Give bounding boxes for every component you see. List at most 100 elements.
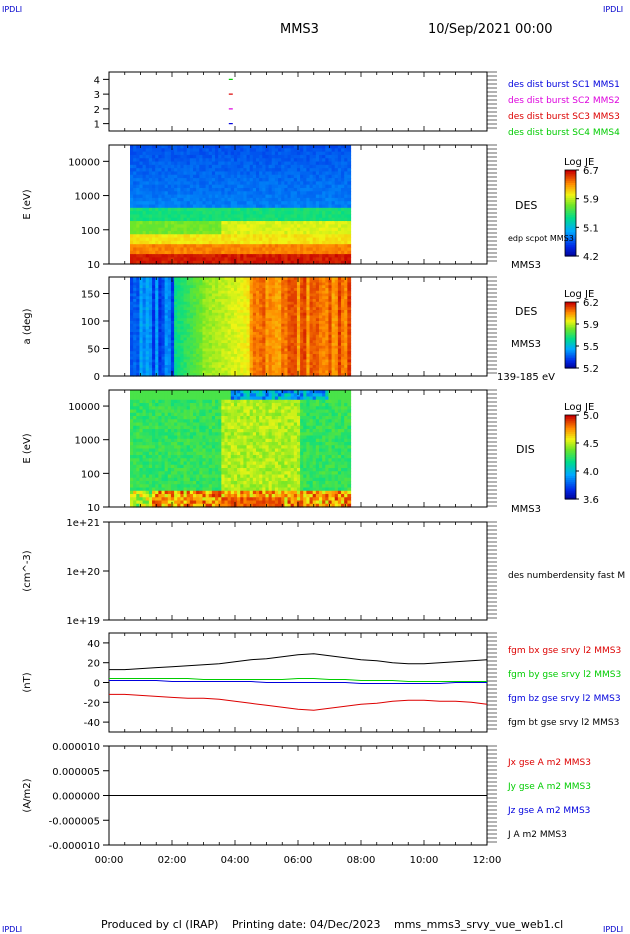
panel-burst-ytick-label: 3 <box>94 90 100 101</box>
fgm-series-bz <box>109 680 487 684</box>
panel-des_energy-colorbar-label: 5.1 <box>583 223 599 234</box>
panel-des_energy-colorbar-label: 4.2 <box>583 252 599 263</box>
panel-des_pitch-ylabel: a (deg) <box>22 308 33 344</box>
panel-des_energy-ytick-label: 10000 <box>68 157 100 168</box>
panel-dis_energy-colorbar-label: 5.0 <box>583 411 599 422</box>
panel-density-ylabel: (cm^-3) <box>22 550 33 591</box>
panel-fgm-ytick-label: 40 <box>87 639 100 650</box>
footer-printing-date: Printing date: 04/Dec/2023 <box>231 918 381 931</box>
des-energy-right-label-des: DES <box>515 199 537 212</box>
panel-des_energy-colorbar <box>564 169 577 257</box>
panel-des_energy-ytick-label: 10 <box>87 260 100 271</box>
panel-fgm-ytick-label: 20 <box>87 659 100 670</box>
panel-dis_energy-ytick-label: 1000 <box>75 436 100 447</box>
panel-density-ytick-label: 1e+21 <box>66 518 100 529</box>
fgm-legend-by: fgm by gse srvy l2 MMS3 <box>508 670 621 680</box>
footer: Produced by cl (IRAP) Printing date: 04/… <box>101 918 573 931</box>
corner-label-bottom-left: IPDLI <box>2 925 23 934</box>
panel-des_energy-colorbar-label: 6.7 <box>583 166 599 177</box>
current-legend-jy: Jy gse A m2 MMS3 <box>507 782 591 792</box>
fgm-legend-bt: fgm bt gse srvy l2 MMS3 <box>508 718 619 728</box>
panel-des_pitch-colorbar-label: 6.2 <box>583 298 599 309</box>
x-axis-tick-label: 04:00 <box>221 855 250 866</box>
panel-dis_energy-ytick-label: 100 <box>81 469 100 480</box>
panel-current-ytick-label: -0.000005 <box>49 816 100 827</box>
x-axis-tick-label: 06:00 <box>284 855 313 866</box>
panel-des_pitch-spectrogram <box>130 277 352 377</box>
current-legend-jz: Jz gse A m2 MMS3 <box>507 806 590 816</box>
des-pitch-right-label-mms3: MMS3 <box>511 339 541 350</box>
x-axis-tick-label: 12:00 <box>473 855 502 866</box>
fgm-series-bx <box>109 693 488 711</box>
panel-des_pitch-minor-ticks <box>108 276 497 376</box>
corner-label-bottom-right: IPDLI <box>603 925 624 934</box>
header-datetime: 10/Sep/2021 00:00 <box>428 22 553 37</box>
panel-des_pitch-ytick-label: 100 <box>81 317 100 328</box>
panel-burst-ytick-label: 2 <box>94 105 100 116</box>
panel-des_pitch-ytick-label: 50 <box>87 345 100 356</box>
density-legend: des numberdensity fast M <box>508 571 625 581</box>
dis-energy-right-label-dis: DIS <box>516 443 535 456</box>
panel-des_pitch-ytick-label: 150 <box>81 290 100 301</box>
burst-legend-sc4: des dist burst SC4 MMS4 <box>508 128 620 138</box>
panel-des_energy-colorbar-label: 5.9 <box>583 195 599 206</box>
panel-dis_energy-colorbar <box>564 414 577 500</box>
panel-burst-ytick-label: 4 <box>94 75 100 86</box>
panel-fgm-ytick-label: 0 <box>94 679 100 690</box>
fgm-series-bt <box>109 653 488 671</box>
x-axis-tick-label: 00:00 <box>95 855 124 866</box>
fgm-series-by <box>109 678 487 682</box>
des-pitch-right-label-des: DES <box>515 305 537 318</box>
panel-dis_energy-colorbar-label: 4.0 <box>583 467 599 478</box>
footer-produced-by: Produced by cl (IRAP) <box>101 918 219 931</box>
current-legend-j: J A m2 MMS3 <box>507 830 567 840</box>
burst-legend-sc3: des dist burst SC3 MMS3 <box>508 112 620 122</box>
dis-energy-right-label-mms3: MMS3 <box>511 504 541 515</box>
panel-density-minor-ticks <box>108 521 497 620</box>
panel-current-ylabel: (A/m2) <box>22 778 33 812</box>
fgm-legend-bz: fgm bz gse srvy l2 MMS3 <box>508 694 621 704</box>
burst-legend-sc1: des dist burst SC1 MMS1 <box>508 80 620 90</box>
panel-fgm-ytick-label: -20 <box>84 698 100 709</box>
corner-label-top-right: IPDLI <box>603 5 624 14</box>
header-spacecraft: MMS3 <box>280 22 319 37</box>
panel-burst-frame <box>108 71 488 132</box>
panel-des_energy-colorbar-title: Log JE <box>564 157 594 168</box>
panel-current-ytick-label: 0.000005 <box>52 767 100 778</box>
fgm-legend-bx: fgm bx gse srvy l2 MMS3 <box>508 646 621 656</box>
panel-burst-minor-ticks <box>108 71 497 131</box>
x-axis-tick-label: 08:00 <box>347 855 376 866</box>
panel-des_pitch-colorbar-label: 5.5 <box>583 342 599 353</box>
panel-des_energy-ytick-label: 100 <box>81 226 100 237</box>
panel-current-ytick-label: 0.000000 <box>52 792 100 803</box>
panel-current-ytick-label: 0.000010 <box>52 742 100 753</box>
panel-dis_energy-ytick-label: 10 <box>87 503 100 514</box>
panel-current-minor-ticks <box>108 745 497 845</box>
panel-des_energy-minor-ticks <box>108 144 497 264</box>
panel-dis_energy-colorbar-title: Log JE <box>564 402 594 413</box>
current-legend-jx: Jx gse A m2 MMS3 <box>507 758 591 768</box>
panel-dis_energy-ylabel: E (eV) <box>22 433 33 463</box>
panel-dis_energy-spectrogram <box>130 390 352 508</box>
panel-des_pitch-colorbar-title: Log JE <box>564 289 594 300</box>
panel-des_pitch-colorbar-label: 5.9 <box>583 320 599 331</box>
panel-des_pitch-colorbar-label: 5.2 <box>583 364 599 375</box>
panel-des_energy-ytick-label: 1000 <box>75 192 100 203</box>
des-energy-right-label-scpot: edp scpot MMS3 <box>508 234 574 243</box>
corner-label-top-left: IPDLI <box>2 5 23 14</box>
panel-current-ytick-label: -0.000010 <box>49 841 100 852</box>
panel-dis_energy-minor-ticks <box>108 389 497 507</box>
panel-dis_energy-colorbar-label: 4.5 <box>583 439 599 450</box>
panel-fgm-ytick-label: -40 <box>84 718 100 729</box>
burst-legend-sc2: des dist burst SC2 MMS2 <box>508 96 620 106</box>
panel-density-ytick-label: 1e+19 <box>66 616 100 627</box>
x-axis-tick-label: 10:00 <box>410 855 439 866</box>
panel-burst-ytick-label: 1 <box>94 120 100 131</box>
panel-fgm-minor-ticks <box>108 632 497 732</box>
panel-dis_energy-ytick-label: 10000 <box>68 402 100 413</box>
panel-des_energy-spectrogram <box>130 145 352 265</box>
panel-density-ytick-label: 1e+20 <box>66 567 100 578</box>
panel-des_energy-ylabel: E (eV) <box>22 189 33 219</box>
panel-fgm-ylabel: (nT) <box>22 672 33 692</box>
